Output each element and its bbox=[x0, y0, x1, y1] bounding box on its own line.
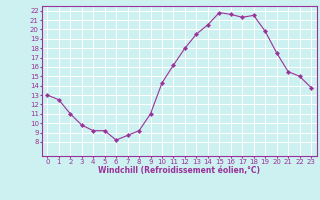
X-axis label: Windchill (Refroidissement éolien,°C): Windchill (Refroidissement éolien,°C) bbox=[98, 166, 260, 175]
